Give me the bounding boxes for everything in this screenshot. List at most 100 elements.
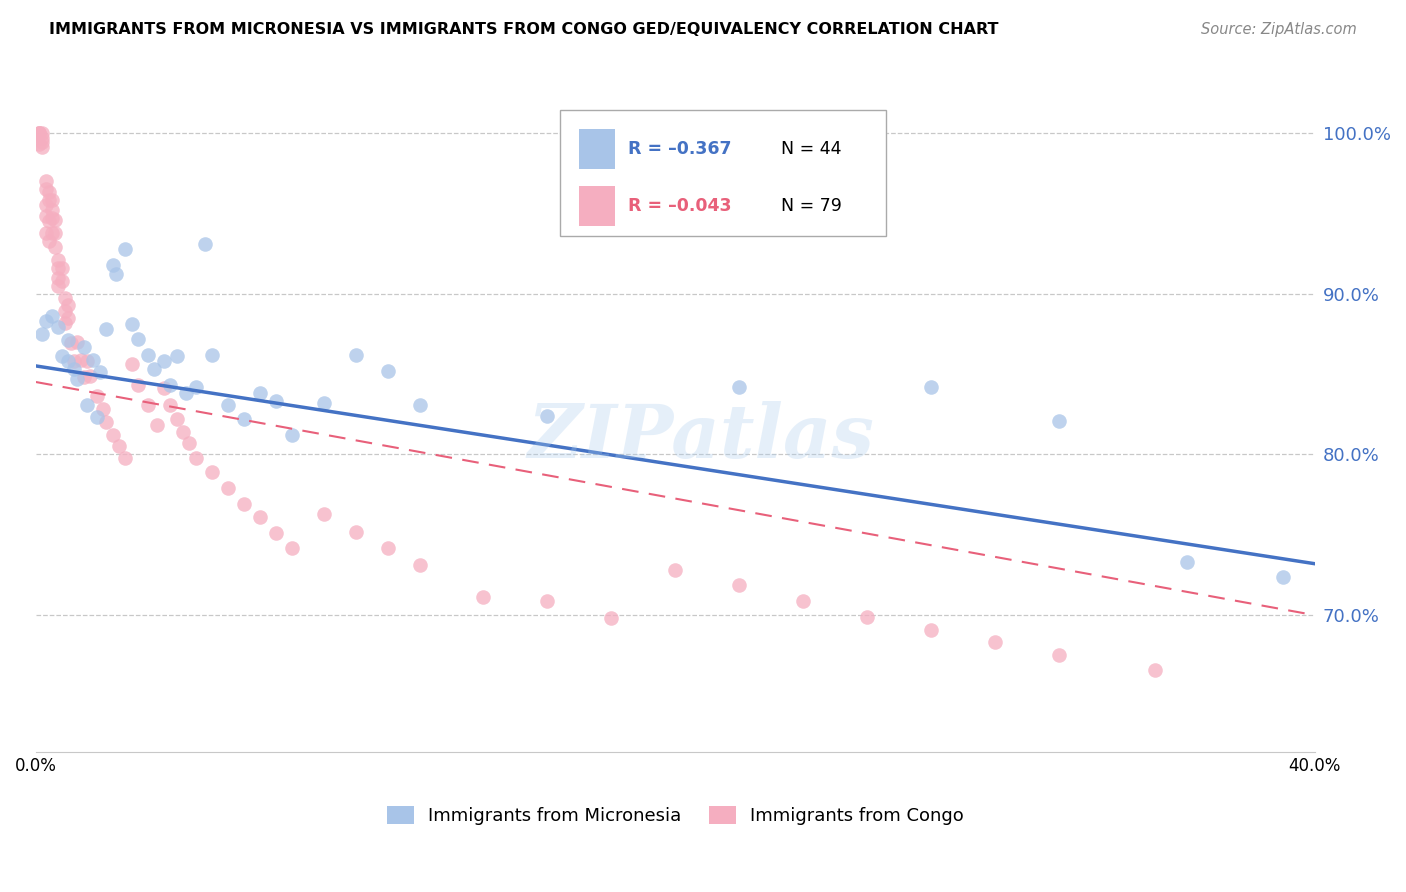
Point	[984, 635, 1007, 649]
Point	[56, 298, 79, 312]
Point	[280, 428, 302, 442]
Point	[38, 214, 60, 228]
Point	[86, 390, 108, 404]
Point	[472, 591, 495, 605]
Point	[920, 623, 942, 637]
Point	[44, 226, 66, 240]
Point	[159, 398, 181, 412]
Point	[664, 563, 686, 577]
Point	[28, 126, 51, 140]
Point	[114, 242, 136, 256]
Point	[34, 182, 56, 196]
Text: N = 79: N = 79	[782, 197, 842, 215]
Point	[114, 450, 136, 465]
Text: IMMIGRANTS FROM MICRONESIA VS IMMIGRANTS FROM CONGO GED/EQUIVALENCY CORRELATION : IMMIGRANTS FROM MICRONESIA VS IMMIGRANTS…	[49, 22, 998, 37]
Point	[31, 126, 53, 140]
Point	[63, 362, 86, 376]
Point	[344, 348, 367, 362]
Point	[920, 380, 942, 394]
Point	[1271, 569, 1294, 583]
Point	[344, 524, 367, 539]
Point	[46, 320, 69, 334]
Point	[153, 381, 176, 395]
FancyBboxPatch shape	[579, 186, 616, 226]
Point	[53, 304, 76, 318]
Point	[56, 310, 79, 325]
Point	[1047, 414, 1070, 428]
Point	[179, 436, 201, 450]
Point	[34, 226, 56, 240]
Point	[73, 370, 96, 384]
Point	[166, 349, 188, 363]
Point	[41, 211, 63, 225]
Point	[249, 386, 271, 401]
Point	[46, 278, 69, 293]
Point	[217, 398, 239, 412]
Text: R = –0.043: R = –0.043	[628, 197, 731, 215]
Point	[44, 212, 66, 227]
Point	[232, 412, 254, 426]
Point	[44, 240, 66, 254]
Point	[46, 270, 69, 285]
Point	[201, 465, 224, 479]
Point	[856, 609, 879, 624]
Point	[38, 194, 60, 208]
Point	[184, 380, 207, 394]
Point	[136, 348, 159, 362]
Point	[1047, 648, 1070, 663]
Point	[79, 368, 101, 383]
Point	[38, 186, 60, 200]
Point	[56, 354, 79, 368]
Point	[264, 394, 287, 409]
Point	[146, 418, 169, 433]
Point	[264, 526, 287, 541]
Point	[56, 333, 79, 347]
Point	[728, 577, 751, 591]
Point	[96, 322, 118, 336]
Point	[377, 364, 399, 378]
Point	[34, 314, 56, 328]
Point	[174, 386, 197, 401]
Point	[46, 260, 69, 275]
Point	[408, 398, 430, 412]
Text: R = –0.367: R = –0.367	[628, 140, 731, 158]
Point	[82, 352, 104, 367]
Point	[108, 439, 131, 453]
Point	[34, 198, 56, 212]
Point	[1175, 555, 1198, 569]
Point	[69, 352, 91, 367]
Text: N = 44: N = 44	[782, 140, 842, 158]
Point	[41, 309, 63, 323]
Point	[121, 357, 143, 371]
Point	[166, 412, 188, 426]
Point	[31, 140, 53, 154]
FancyBboxPatch shape	[560, 110, 886, 235]
Point	[127, 332, 149, 346]
Point	[66, 372, 89, 386]
Point	[159, 378, 181, 392]
Point	[51, 274, 73, 288]
Point	[1143, 663, 1166, 677]
Point	[96, 415, 118, 429]
Point	[536, 593, 558, 607]
Point	[101, 428, 124, 442]
Point	[728, 380, 751, 394]
Point	[232, 497, 254, 511]
Point	[46, 252, 69, 267]
Point	[249, 510, 271, 524]
Point	[38, 234, 60, 248]
Point	[31, 326, 53, 341]
Point	[63, 354, 86, 368]
Point	[377, 541, 399, 555]
Point	[600, 611, 623, 625]
Point	[31, 130, 53, 145]
Point	[136, 398, 159, 412]
Point	[153, 354, 176, 368]
Point	[41, 194, 63, 208]
Point	[201, 348, 224, 362]
Point	[121, 317, 143, 331]
Point	[312, 396, 335, 410]
Point	[408, 558, 430, 573]
Point	[172, 425, 194, 439]
Point	[792, 593, 814, 607]
